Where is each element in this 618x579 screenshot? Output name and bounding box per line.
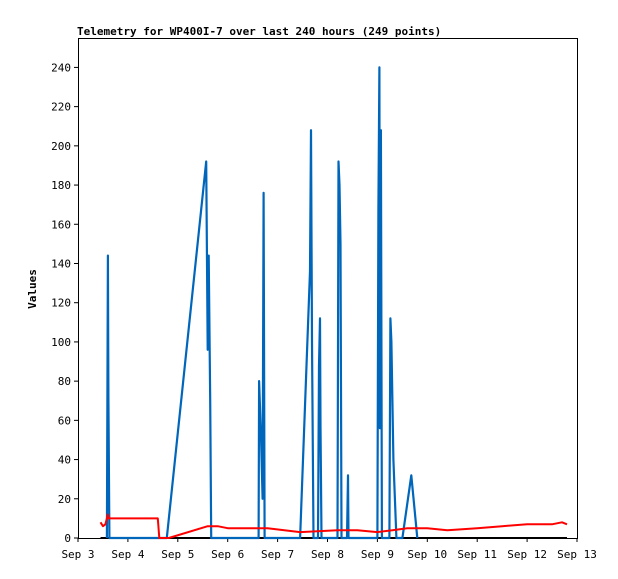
series-line-2 bbox=[105, 66, 419, 540]
plot-frame bbox=[78, 38, 578, 539]
series-layer bbox=[99, 66, 568, 540]
x-tick-label: Sep 10 bbox=[407, 548, 447, 561]
y-axis: 0 20 40 60 80 100 120 140 160 180 200 220 240 bbox=[51, 61, 78, 545]
y-tick-label: 60 bbox=[58, 414, 71, 427]
y-tick-label: 40 bbox=[58, 454, 71, 467]
y-tick-label: 240 bbox=[51, 61, 71, 74]
y-tick-label: 220 bbox=[51, 101, 71, 114]
series-line-3 bbox=[99, 513, 568, 539]
x-tick-label: Sep 12 bbox=[507, 548, 547, 561]
y-tick-label: 140 bbox=[51, 257, 71, 270]
x-tick-label: Sep 6 bbox=[211, 548, 244, 561]
x-tick-label: Sep 11 bbox=[457, 548, 497, 561]
x-tick-label: Sep 13 bbox=[557, 548, 597, 561]
y-tick-label: 120 bbox=[51, 297, 71, 310]
y-tick-label: 200 bbox=[51, 140, 71, 153]
y-tick-label: 20 bbox=[58, 493, 71, 506]
x-tick-label: Sep 9 bbox=[361, 548, 394, 561]
x-tick-label: Sep 4 bbox=[111, 548, 144, 561]
y-tick-label: 80 bbox=[58, 375, 71, 388]
y-tick-label: 160 bbox=[51, 218, 71, 231]
y-tick-label: 0 bbox=[64, 532, 71, 545]
y-tick-label: 180 bbox=[51, 179, 71, 192]
x-tick-label: Sep 5 bbox=[161, 548, 194, 561]
y-axis-label: Values bbox=[26, 269, 39, 309]
x-tick-label: Sep 3 bbox=[61, 548, 94, 561]
x-tick-label: Sep 8 bbox=[311, 548, 344, 561]
y-tick-label: 100 bbox=[51, 336, 71, 349]
x-axis: Sep 3 Sep 4 Sep 5 Sep 6 Sep 7 Sep 8 Sep 9 Sep 1… bbox=[61, 538, 597, 561]
chart-title: Telemetry for WP400I-7 over last 240 hou… bbox=[77, 25, 441, 38]
x-tick-label: Sep 7 bbox=[261, 548, 294, 561]
